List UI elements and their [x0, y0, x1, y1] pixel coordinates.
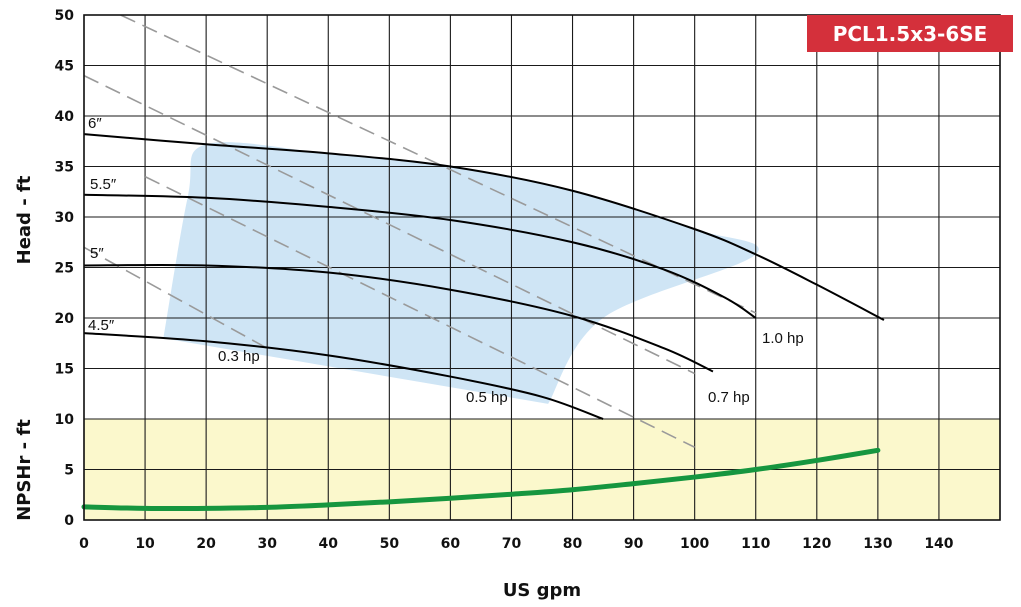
x-tick-label: 130: [863, 536, 892, 552]
curve-label: 0.5 hp: [466, 389, 508, 406]
y-tick-label: 30: [55, 210, 75, 226]
y-tick-label: 50: [55, 8, 75, 24]
plot-frame: [83, 14, 1001, 521]
y-tick-label: 15: [55, 362, 74, 378]
model-badge-text: PCL1.5x3-6SE: [833, 22, 988, 46]
curve-label: 5.5″: [90, 176, 117, 193]
y-tick-label: 25: [55, 261, 74, 277]
y-tick-label: 45: [55, 59, 74, 75]
curve-label: 5″: [90, 245, 104, 262]
curve-label: 1.0 hp: [762, 330, 804, 347]
y-tick-label: 40: [55, 109, 75, 125]
impeller-curves: [83, 133, 885, 420]
x-tick-label: 20: [196, 536, 216, 552]
power-line: [83, 246, 268, 350]
tick-labels: 0 10 20 30 40 50 60 70 80 90 100 110 120 130 140 0 5 10 15…: [55, 8, 954, 552]
x-tick-label: 40: [319, 536, 339, 552]
impeller-curve: [83, 193, 757, 319]
curve-labels: 6″ 5.5″ 5″ 4.5″ 1.0 hp 0.7 hp 0.5 hp 0.3 hp: [88, 115, 804, 406]
power-line: [144, 175, 696, 448]
x-tick-label: 10: [135, 536, 155, 552]
x-tick-label: 100: [680, 536, 709, 552]
impeller-curve: [83, 133, 885, 321]
x-tick-label: 80: [563, 536, 583, 552]
x-tick-label: 90: [624, 536, 644, 552]
y-axis-title-head: Head - ft: [14, 175, 35, 264]
model-badge: [807, 15, 1013, 52]
x-tick-label: 60: [441, 536, 461, 552]
x-tick-label: 0: [79, 536, 89, 552]
y-tick-label: 20: [55, 311, 75, 327]
curve-label: 4.5″: [88, 317, 115, 334]
npshr-curve: [81, 447, 881, 512]
y-tick-label: 5: [64, 463, 74, 479]
x-tick-label: 120: [802, 536, 831, 552]
impeller-curve: [83, 263, 714, 373]
x-tick-label: 30: [257, 536, 277, 552]
curve-label: 0.7 hp: [708, 389, 750, 406]
curve-label: 0.3 hp: [218, 348, 260, 365]
impeller-curve: [83, 332, 604, 420]
y-tick-label: 10: [55, 412, 75, 428]
power-line: [83, 74, 696, 375]
y-axis-title-npshr: NPSHr - ft: [14, 419, 35, 521]
x-axis-title: US gpm: [503, 580, 581, 601]
curve-label: 6″: [88, 115, 102, 132]
y-tick-label: 35: [55, 160, 74, 176]
x-tick-label: 50: [380, 536, 400, 552]
x-tick-label: 110: [741, 536, 770, 552]
operating-region: [163, 142, 759, 404]
x-tick-label: 70: [502, 536, 522, 552]
y-tick-label: 0: [64, 513, 74, 529]
x-tick-label: 140: [924, 536, 953, 552]
